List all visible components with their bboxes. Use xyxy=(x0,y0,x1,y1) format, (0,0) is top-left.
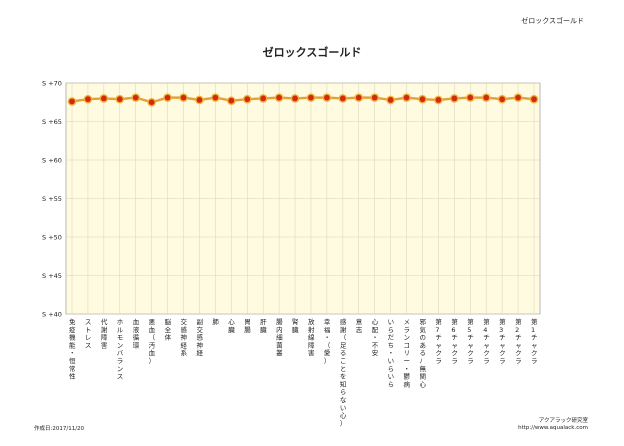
data-point xyxy=(115,94,125,104)
x-tick-label: メランコリー・鬱病 xyxy=(404,318,411,388)
data-point xyxy=(465,93,475,102)
data-point xyxy=(195,95,204,105)
y-tick-label: S +50 xyxy=(42,234,62,242)
data-point xyxy=(450,94,459,103)
data-point xyxy=(354,93,364,102)
data-point xyxy=(227,96,236,106)
data-point xyxy=(242,94,252,104)
x-tick-label: 意志 xyxy=(356,317,363,334)
data-point xyxy=(179,93,188,102)
x-tick-label: 第 3 チャクラ xyxy=(499,317,506,365)
data-point xyxy=(83,94,93,104)
data-point xyxy=(386,95,395,105)
chart-title: ゼロックスゴールド xyxy=(262,46,362,59)
x-tick-label: 邪気のあるﾉ無関心 xyxy=(419,318,426,388)
x-tick-label: 免疫機能・恒常性 xyxy=(69,317,76,381)
x-tick-label: 胃腸 xyxy=(244,318,251,334)
x-tick-label: 副交感神経 xyxy=(196,317,203,357)
org-name: アクアラック研究室 xyxy=(538,418,588,424)
data-point xyxy=(306,93,316,102)
creation-date: 作成日:2017/11/20 xyxy=(34,426,85,432)
data-point xyxy=(434,95,443,105)
data-point xyxy=(370,93,379,102)
x-tick-label: 交感神経系 xyxy=(181,317,188,357)
x-tick-label: 肺 xyxy=(212,318,219,326)
y-tick-label: S +65 xyxy=(42,118,62,126)
x-tick-label: 腎臓 xyxy=(292,317,299,334)
x-tick-label: 第 6 チャクラ xyxy=(451,317,458,365)
data-point xyxy=(99,94,109,103)
data-point xyxy=(131,93,141,102)
x-tick-label: 心配・不安 xyxy=(372,318,379,357)
x-tick-label: 第 1 チャクラ xyxy=(531,317,538,365)
header-title: ゼロックスゴールド xyxy=(521,17,584,25)
data-point xyxy=(147,97,156,107)
x-tick-label: 放射線障害 xyxy=(308,317,315,357)
data-point xyxy=(211,93,220,102)
y-axis: S +40 S +45 S +50 S +55 S +60 S +65 S +70 xyxy=(42,80,62,319)
grid-lines xyxy=(66,82,540,315)
x-tick-label: 第 5 チャクラ xyxy=(467,317,474,365)
data-point xyxy=(274,93,284,102)
x-tick-label: 血液循環 xyxy=(133,317,140,349)
x-tick-label: ストレス xyxy=(85,318,92,349)
data-point xyxy=(497,94,507,104)
x-tick-label: 肝臓 xyxy=(260,318,267,334)
x-tick-label: 代謝障害 xyxy=(101,317,108,349)
data-point xyxy=(290,94,300,103)
footer-credit: アクアラック研究室 http://www.aqualack.com xyxy=(518,418,588,432)
data-points xyxy=(67,93,539,107)
data-point xyxy=(67,97,77,106)
x-tick-label: 第 4 チャクラ xyxy=(483,317,490,365)
data-point xyxy=(529,94,539,104)
data-point xyxy=(418,94,427,104)
y-tick-label: S +45 xyxy=(42,272,62,280)
x-axis: 免疫機能・恒常性 ストレス 代謝障害 ホルモンバランス 血液循環 悪血（汚血） 脳全体 交感神… xyxy=(69,317,538,427)
data-point xyxy=(322,93,332,102)
y-tick-label: S +40 xyxy=(42,311,62,319)
data-point xyxy=(163,93,172,102)
x-tick-label: 幸福・（愛） xyxy=(324,318,331,365)
x-tick-label: ホルモンバランス xyxy=(117,318,124,381)
x-tick-label: いらだち・いらいら xyxy=(388,318,395,388)
x-tick-label: 悪血（汚血） xyxy=(149,318,156,365)
data-point xyxy=(338,94,348,103)
x-tick-label: 脳全体 xyxy=(165,317,172,342)
x-tick-label: 心臓 xyxy=(228,318,235,334)
y-tick-label: S +55 xyxy=(42,195,62,203)
data-point xyxy=(258,94,268,103)
org-url: http://www.aqualack.com xyxy=(518,425,588,431)
y-tick-label: S +70 xyxy=(42,80,62,88)
x-tick-label: 第 2 チャクラ xyxy=(515,317,522,365)
x-tick-label: 腸内細菌叢 xyxy=(276,318,283,357)
x-tick-label: 第 7 チャクラ xyxy=(435,317,442,365)
data-point xyxy=(513,93,523,102)
y-tick-label: S +60 xyxy=(42,157,62,165)
data-point xyxy=(481,93,491,102)
x-tick-label: 感謝（足ることを知らない心） xyxy=(340,317,347,427)
data-point xyxy=(402,93,411,102)
